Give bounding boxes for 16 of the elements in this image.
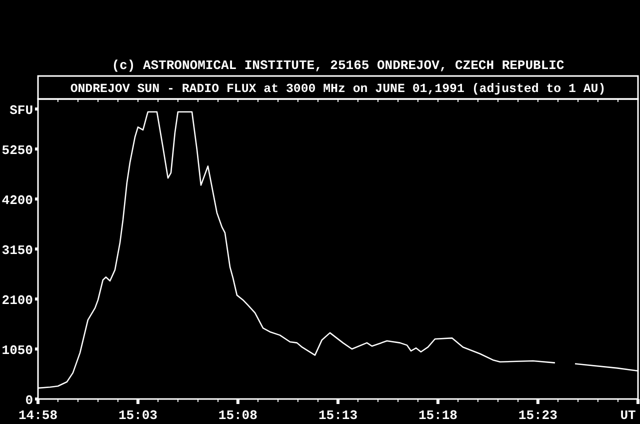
x-tick-label: 15:18: [418, 408, 458, 423]
y-tick-label: 0: [25, 393, 34, 408]
y-tick-label: 1050: [2, 343, 34, 358]
y-tick-label: 5250: [2, 143, 34, 158]
x-tick-label: 15:13: [318, 408, 358, 423]
chart-title: ONDREJOV SUN - RADIO FLUX at 3000 MHz on JUNE 01,1991 (adjusted to 1 AU): [70, 82, 606, 96]
x-tick-label: 15:23: [518, 408, 558, 423]
text: (c) ASTRONOMICAL INSTITUTE, 25165 ONDREJOV, CZECH REPUBLIC: [112, 58, 564, 73]
y-tick-label: 4200: [2, 193, 34, 208]
y-tick-label: 3150: [2, 243, 34, 258]
x-tick-label: UT: [620, 408, 636, 423]
y-tick-label: SFU: [10, 103, 33, 118]
x-tick-label: 15:03: [118, 408, 158, 423]
x-tick-label: 15:08: [218, 408, 258, 423]
x-tick-label: 14:58: [18, 408, 58, 423]
y-tick-label: 2100: [2, 293, 34, 308]
